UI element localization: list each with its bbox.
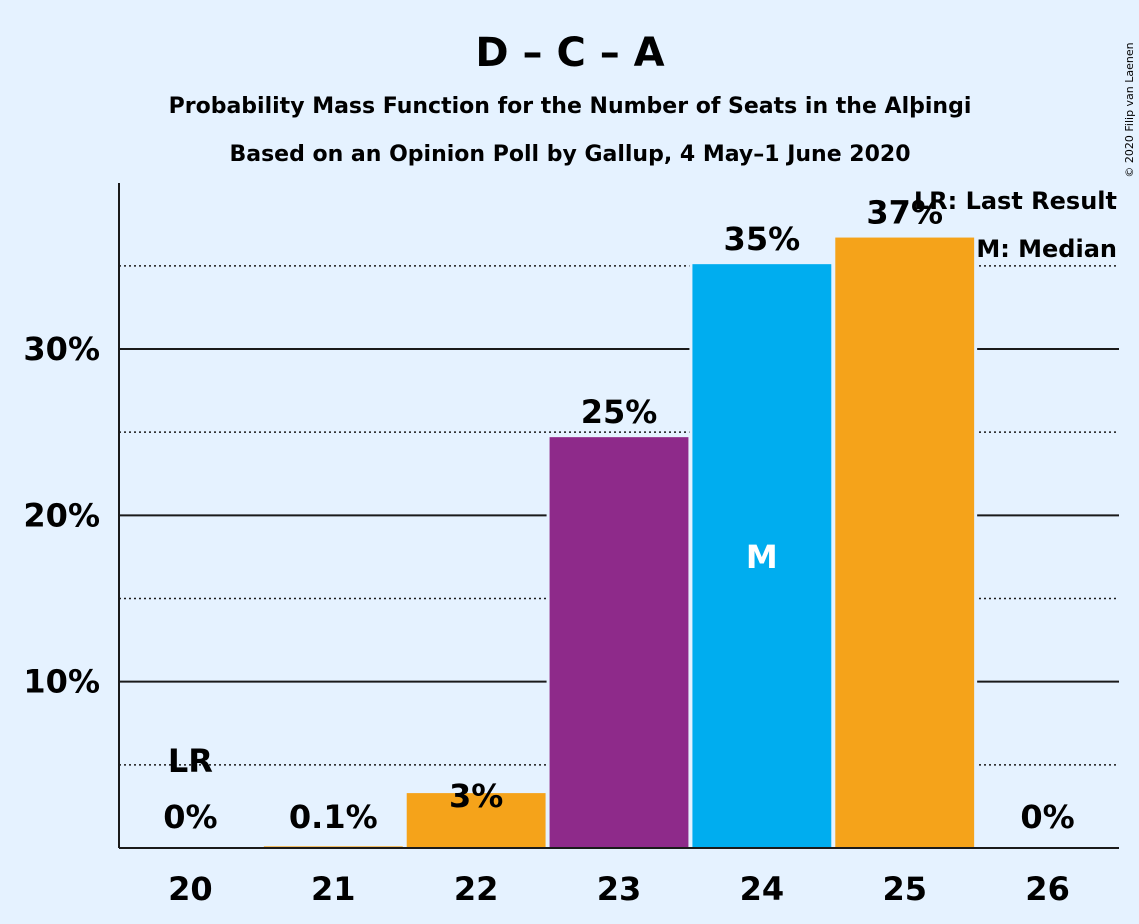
chart-title: D – C – A xyxy=(475,30,664,76)
bar-background xyxy=(260,843,406,848)
gridlines: 10% 20% 30% xyxy=(23,265,1119,766)
y-tick-label: 20% xyxy=(23,496,100,534)
value-label: 0% xyxy=(1020,798,1074,836)
bar-seats-24 xyxy=(692,264,832,848)
y-tick-label: 30% xyxy=(23,330,100,368)
x-tick-label: 25 xyxy=(882,870,927,908)
x-tick-label: 20 xyxy=(168,870,213,908)
value-labels: 0% 20 0.1% 21 3% 22 25% 23 35% 24 37% 25 0% 26 LR M xyxy=(163,194,1074,908)
chart-subtitle: Probability Mass Function for the Number… xyxy=(169,94,972,119)
last-result-marker: LR xyxy=(168,742,213,780)
x-tick-label: 26 xyxy=(1025,870,1070,908)
value-label: 3% xyxy=(449,777,503,815)
y-tick-label: 10% xyxy=(23,663,100,701)
x-tick-label: 22 xyxy=(454,870,499,908)
bar-seats-23 xyxy=(549,437,689,848)
value-label: 35% xyxy=(724,220,801,258)
median-marker: M xyxy=(746,538,778,576)
value-label: 0.1% xyxy=(289,798,378,836)
value-label: 25% xyxy=(581,393,658,431)
legend-median: M: Median xyxy=(976,235,1117,263)
copyright-note: © 2020 Filip van Laenen xyxy=(1123,42,1136,177)
bar-seats-22 xyxy=(406,793,546,848)
bar-seats-25 xyxy=(835,237,975,849)
x-tick-label: 24 xyxy=(740,870,785,908)
value-label: 0% xyxy=(163,798,217,836)
legend-last-result: LR: Last Result xyxy=(914,187,1117,215)
chart-subtitle-source: Based on an Opinion Poll by Gallup, 4 Ma… xyxy=(229,142,910,167)
x-tick-label: 21 xyxy=(311,870,356,908)
bars xyxy=(260,234,978,849)
axes xyxy=(118,183,1119,849)
x-tick-label: 23 xyxy=(597,870,642,908)
value-label: 37% xyxy=(866,194,943,232)
